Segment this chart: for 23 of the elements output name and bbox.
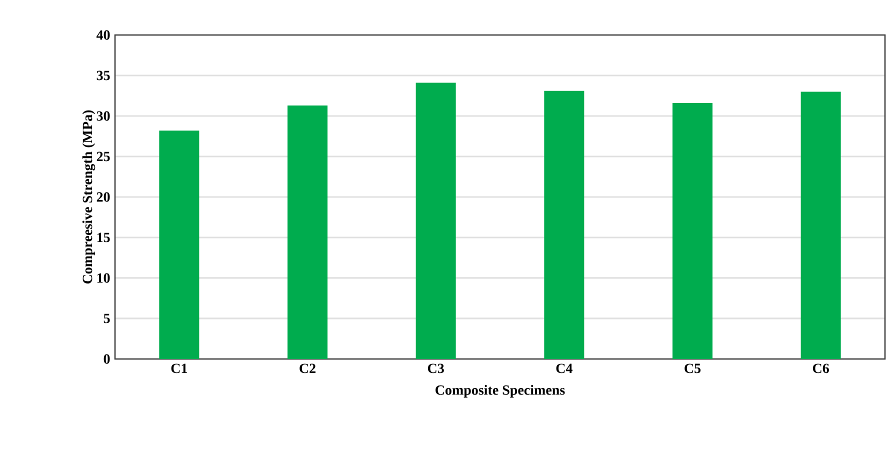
x-tick-label: C5 <box>684 364 701 374</box>
y-tick-label: 0 <box>104 354 110 364</box>
bar <box>544 90 584 359</box>
y-tick-label: 30 <box>96 111 110 121</box>
x-tick-label: C3 <box>428 364 444 374</box>
x-axis-title: Composite Specimens <box>436 384 565 398</box>
bar <box>288 105 328 359</box>
y-tick-label: 35 <box>96 70 110 80</box>
bar <box>672 103 712 359</box>
y-tick-label: 20 <box>96 192 110 202</box>
y-tick-label: 40 <box>96 30 110 40</box>
x-tick-label: C1 <box>171 364 188 374</box>
bar <box>159 130 200 359</box>
bar <box>800 92 841 359</box>
x-tick-label: C2 <box>300 364 316 374</box>
y-tick-label: 25 <box>96 152 110 162</box>
y-axis-title: Compreesive Strength (MPa) <box>82 110 96 284</box>
bar <box>416 82 456 359</box>
y-tick-label: 5 <box>104 314 110 324</box>
x-tick-label: C4 <box>556 364 572 374</box>
x-tick-label: C6 <box>812 364 829 374</box>
y-tick-label: 10 <box>97 273 110 283</box>
y-tick-label: 15 <box>97 232 110 242</box>
